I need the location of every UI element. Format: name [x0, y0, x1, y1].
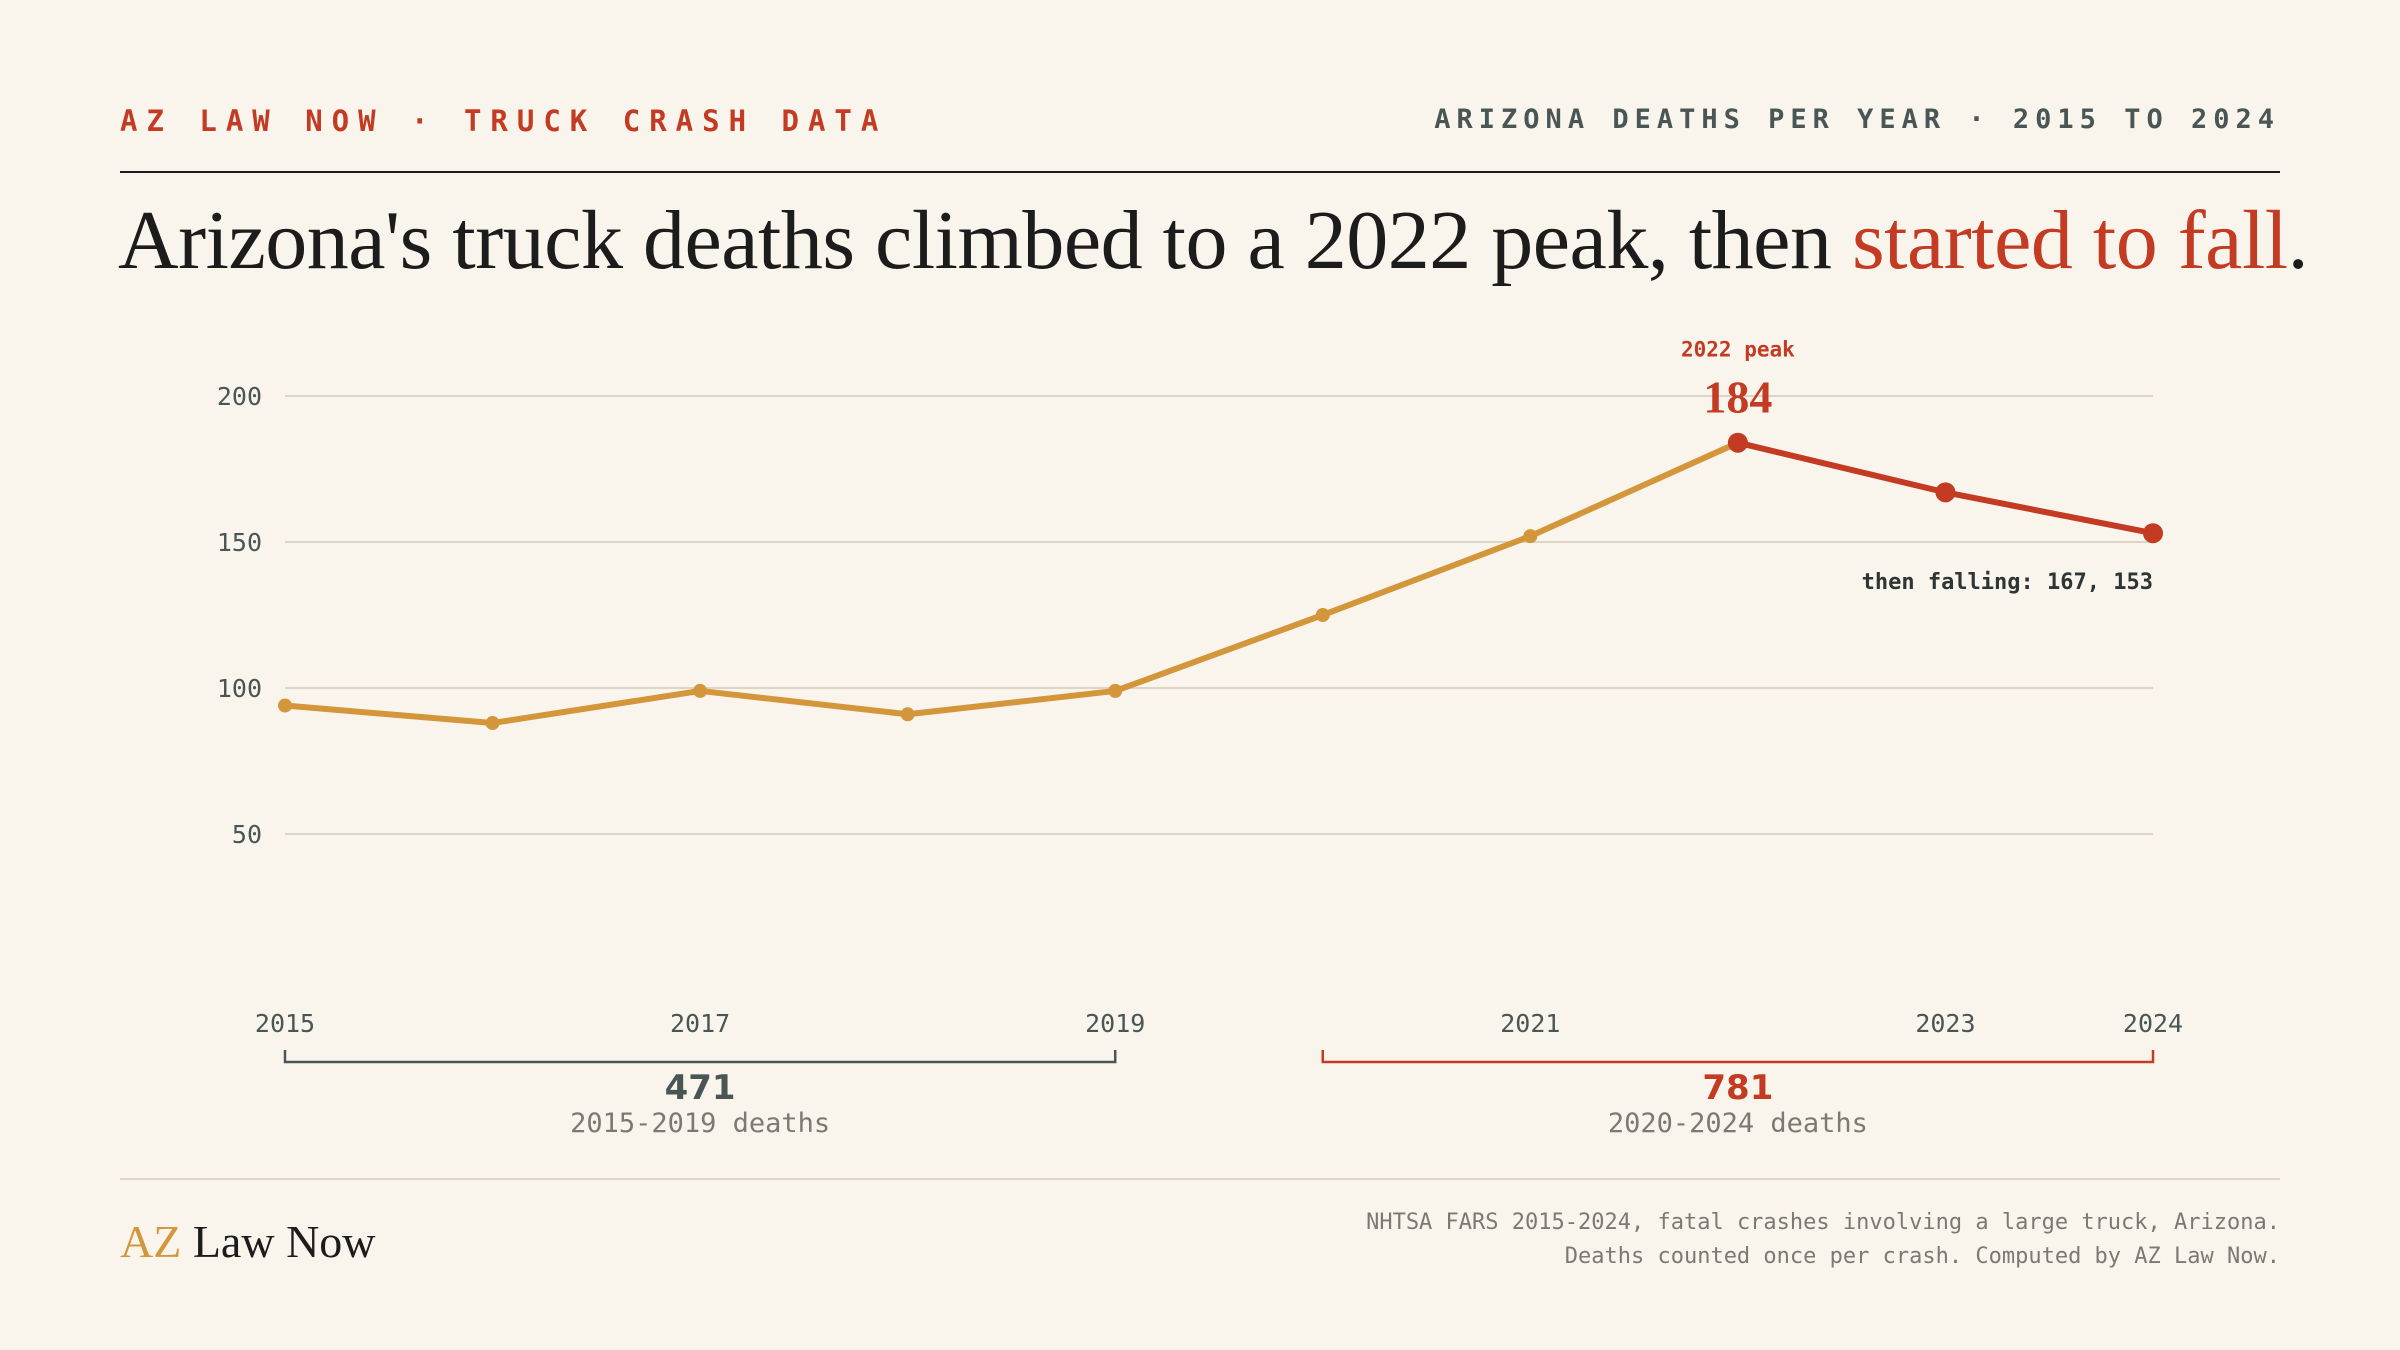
grid-layer — [285, 395, 2153, 835]
y-tick-label-150: 150 — [217, 528, 262, 557]
kicker-left: AZ LAW NOW · TRUCK CRASH DATA — [120, 104, 888, 138]
x-tick-label-2015: 2015 — [255, 1009, 315, 1038]
logo-az: AZ — [120, 1216, 182, 1267]
bottom-rule — [120, 1178, 2280, 1180]
series-line-rising — [282, 439, 1741, 727]
y-axis-ticks: 50 100 150 200 — [217, 382, 262, 849]
headline-end: . — [2287, 194, 2309, 287]
x-tick-label-2019: 2019 — [1085, 1009, 1145, 1038]
logo-rest: Law Now — [181, 1216, 376, 1267]
data-point-2015 — [278, 698, 292, 713]
data-point-2016 — [485, 716, 500, 731]
x-tick-label-2021: 2021 — [1500, 1009, 1560, 1038]
data-point-2018 — [900, 707, 915, 722]
peak-label: 2022 peak — [1681, 338, 1795, 362]
data-point-2021 — [1523, 529, 1538, 544]
data-point-2017 — [693, 683, 708, 698]
period-label-2015-2019: 2015-2019 deaths — [570, 1108, 830, 1139]
headline: Arizona's truck deaths climbed to a 2022… — [118, 192, 2309, 289]
data-point-2023 — [1935, 482, 1956, 503]
x-axis-ticks: 2015 2017 2019 2021 2023 2024 — [255, 1009, 2183, 1038]
period-total-2020-2024: 781 — [1702, 1068, 1773, 1108]
source-line-2: Deaths counted once per crash. Computed … — [1564, 1244, 2280, 1269]
annotation-layer: 2022 peak 184 then falling: 167, 153 — [1681, 338, 2153, 596]
data-point-2019 — [1108, 683, 1123, 698]
kicker-right: ARIZONA DEATHS PER YEAR · 2015 TO 2024 — [1434, 104, 2280, 135]
period-layer: 471 2015-2019 deaths 781 2020-2024 death… — [283, 1050, 2155, 1139]
headline-accent: started to fall — [1851, 194, 2288, 287]
peak-value: 184 — [1703, 372, 1772, 423]
period-bracket-2020-2024 — [1321, 1050, 2155, 1064]
brand-logo: AZ Law Now — [120, 1215, 376, 1268]
source-note: NHTSA FARS 2015-2024, fatal crashes invo… — [1366, 1206, 2280, 1274]
top-rule — [120, 171, 2280, 173]
period-bracket-2015-2019 — [283, 1050, 1117, 1064]
y-tick-label-200: 200 — [217, 382, 262, 411]
series-layer — [278, 432, 2163, 731]
x-tick-label-2023: 2023 — [1915, 1009, 1975, 1038]
period-total-2015-2019: 471 — [665, 1068, 736, 1108]
data-point-2020 — [1315, 608, 1330, 622]
period-label-2020-2024: 2020-2024 deaths — [1608, 1108, 1868, 1139]
line-chart: 50 100 150 200 2015 2017 2019 2021 2023 2024 202… — [217, 338, 2183, 1139]
data-point-2024 — [2143, 523, 2163, 544]
y-tick-label-50: 50 — [232, 820, 262, 849]
headline-main: Arizona's truck deaths climbed to a 2022… — [118, 194, 1852, 287]
source-line-1: NHTSA FARS 2015-2024, fatal crashes invo… — [1366, 1210, 2280, 1235]
falling-label: then falling: 167, 153 — [1862, 570, 2153, 595]
y-tick-label-100: 100 — [217, 674, 262, 703]
x-tick-label-2017: 2017 — [670, 1009, 730, 1038]
x-tick-label-2024: 2024 — [2123, 1009, 2183, 1038]
data-point-2022 — [1727, 432, 1748, 453]
